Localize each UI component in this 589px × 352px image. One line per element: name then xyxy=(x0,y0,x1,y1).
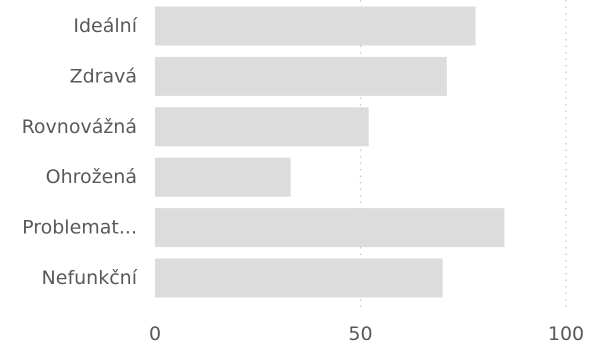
x-tick-label: 50 xyxy=(348,323,372,345)
category-label: Problemat... xyxy=(22,217,137,239)
bar-2[interactable] xyxy=(155,107,369,147)
x-tick-label: 100 xyxy=(548,323,584,345)
category-label: Ideální xyxy=(73,15,137,37)
bar-0[interactable] xyxy=(155,6,476,46)
x-axis-tick-labels: 0 50 100 xyxy=(149,323,584,345)
bar-3[interactable] xyxy=(155,157,291,197)
category-labels: Ideální Zdravá Rovnovážná Ohrožená Problemat… xyxy=(22,15,138,289)
x-tick-label: 0 xyxy=(149,323,161,345)
category-label: Nefunkční xyxy=(42,267,138,289)
bar-layer xyxy=(155,6,505,298)
category-label: Rovnovážná xyxy=(22,116,137,138)
category-label: Ohrožená xyxy=(46,166,137,188)
category-label: Zdravá xyxy=(70,65,137,87)
bar-4[interactable] xyxy=(155,208,505,248)
bar-5[interactable] xyxy=(155,258,443,298)
bar-1[interactable] xyxy=(155,56,447,96)
